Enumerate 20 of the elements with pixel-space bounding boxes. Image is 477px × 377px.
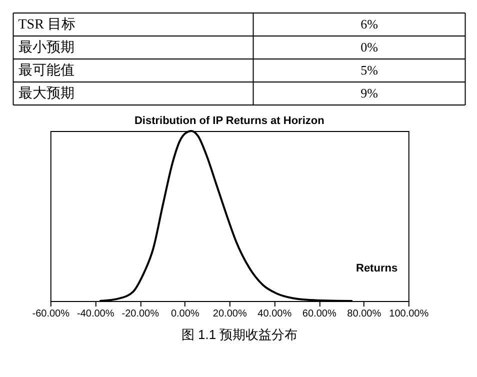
text: 5%	[360, 62, 378, 78]
x-tick-label: 100.00%	[389, 308, 429, 320]
x-tick-label: 0.00%	[170, 308, 200, 320]
text: 0%	[360, 40, 378, 54]
x-tick-label: 40.00%	[258, 308, 292, 320]
x-tick-label: -40.00%	[77, 308, 114, 320]
text: 6%	[360, 16, 378, 32]
text: 最可能值	[18, 62, 74, 78]
x-tick-label: -20.00%	[122, 308, 160, 320]
x-tick-label: 60.00%	[302, 308, 336, 320]
text: 最大预期	[18, 86, 74, 102]
x-tick-label: 80.00%	[347, 308, 382, 320]
chart-title: Distribution of IP Returns at Horizon	[134, 115, 325, 127]
caption: 图 1.1 预期收益分布	[181, 327, 298, 342]
text: Returns	[356, 262, 398, 274]
text: 9%	[360, 86, 378, 100]
x-tick-label: -60.00%	[32, 308, 70, 320]
text: TSR 目标	[18, 16, 76, 32]
text: 最小预期	[18, 40, 74, 56]
x-tick-label: 20.00%	[212, 308, 247, 320]
